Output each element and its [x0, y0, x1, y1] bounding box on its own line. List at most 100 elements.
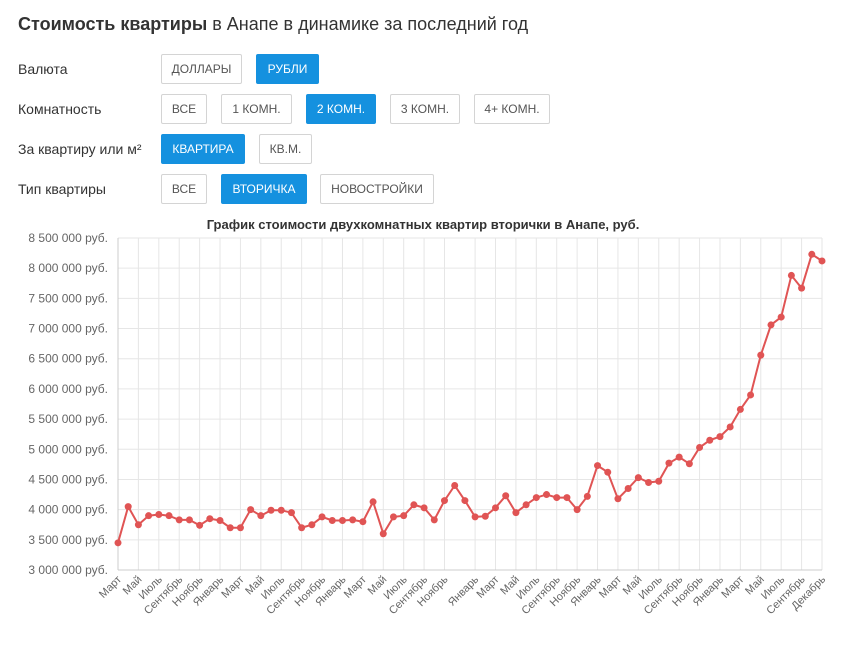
- data-point[interactable]: [777, 313, 785, 321]
- rooms-2-button[interactable]: 2 КОМН.: [306, 94, 376, 124]
- data-point[interactable]: [624, 485, 632, 493]
- type-all-button[interactable]: ВСЕ: [161, 174, 207, 204]
- data-point[interactable]: [185, 516, 193, 524]
- y-tick-label: 3 500 000 руб.: [28, 533, 108, 547]
- data-point[interactable]: [359, 518, 367, 526]
- data-point[interactable]: [318, 513, 326, 521]
- data-point[interactable]: [155, 510, 163, 518]
- y-tick-label: 8 000 000 руб.: [28, 261, 108, 275]
- data-point[interactable]: [583, 492, 591, 500]
- data-point[interactable]: [471, 513, 479, 521]
- data-point[interactable]: [461, 497, 469, 505]
- data-point[interactable]: [165, 512, 173, 520]
- y-tick-label: 7 000 000 руб.: [28, 322, 108, 336]
- rooms-1-button[interactable]: 1 КОМН.: [221, 94, 292, 124]
- data-point[interactable]: [655, 477, 663, 485]
- data-point[interactable]: [594, 462, 602, 470]
- data-point[interactable]: [226, 524, 234, 532]
- data-point[interactable]: [736, 405, 744, 413]
- data-point[interactable]: [206, 515, 214, 523]
- data-point[interactable]: [787, 271, 795, 279]
- data-point[interactable]: [379, 530, 387, 538]
- data-point[interactable]: [124, 503, 132, 511]
- filter-unit-label: За квартиру или м²: [18, 141, 142, 157]
- data-point[interactable]: [145, 512, 153, 520]
- data-point[interactable]: [247, 506, 255, 514]
- data-point[interactable]: [634, 474, 642, 482]
- unit-apartment-button[interactable]: КВАРТИРА: [161, 134, 245, 164]
- data-point[interactable]: [512, 509, 520, 517]
- unit-sqm-button[interactable]: КВ.М.: [259, 134, 312, 164]
- data-point[interactable]: [706, 436, 714, 444]
- data-point[interactable]: [767, 321, 775, 329]
- filter-currency-label: Валюта: [18, 61, 68, 77]
- data-point[interactable]: [298, 524, 306, 532]
- data-point[interactable]: [716, 433, 724, 441]
- data-point[interactable]: [287, 509, 295, 517]
- type-secondary-button[interactable]: ВТОРИЧКА: [221, 174, 307, 204]
- data-point[interactable]: [114, 539, 122, 547]
- data-point[interactable]: [665, 459, 673, 467]
- data-point[interactable]: [440, 497, 448, 505]
- data-point[interactable]: [685, 460, 693, 468]
- currency-dollars-button[interactable]: ДОЛЛАРЫ: [161, 54, 242, 84]
- data-point[interactable]: [308, 521, 316, 529]
- data-point[interactable]: [747, 391, 755, 399]
- data-point[interactable]: [502, 492, 510, 500]
- currency-rubles-button[interactable]: РУБЛИ: [256, 54, 319, 84]
- data-point[interactable]: [481, 512, 489, 520]
- y-tick-label: 3 000 000 руб.: [28, 563, 108, 577]
- data-point[interactable]: [236, 524, 244, 532]
- data-point[interactable]: [614, 495, 622, 503]
- data-point[interactable]: [410, 501, 418, 509]
- data-point[interactable]: [175, 516, 183, 524]
- data-point[interactable]: [563, 494, 571, 502]
- data-point[interactable]: [196, 521, 204, 529]
- data-point[interactable]: [522, 501, 530, 509]
- data-point[interactable]: [338, 517, 346, 525]
- data-point[interactable]: [134, 521, 142, 529]
- type-new-buildings-button[interactable]: НОВОСТРОЙКИ: [320, 174, 434, 204]
- data-point[interactable]: [573, 506, 581, 514]
- data-point[interactable]: [798, 284, 806, 292]
- data-point[interactable]: [400, 512, 408, 520]
- y-tick-label: 4 500 000 руб.: [28, 472, 108, 486]
- data-point[interactable]: [369, 498, 377, 506]
- y-tick-label: 7 500 000 руб.: [28, 291, 108, 305]
- data-point[interactable]: [757, 351, 765, 359]
- data-point[interactable]: [257, 512, 265, 520]
- data-point[interactable]: [277, 506, 285, 514]
- data-point[interactable]: [328, 517, 336, 525]
- y-tick-label: 5 500 000 руб.: [28, 412, 108, 426]
- price-series-line: [117, 252, 823, 544]
- data-point[interactable]: [808, 250, 816, 258]
- y-tick-label: 4 000 000 руб.: [28, 503, 108, 517]
- data-point[interactable]: [451, 481, 459, 489]
- y-tick-label: 6 500 000 руб.: [28, 352, 108, 366]
- data-point[interactable]: [543, 491, 551, 499]
- data-point[interactable]: [389, 513, 397, 521]
- filter-rooms-label: Комнатность: [18, 101, 102, 117]
- x-tick-label: Март: [475, 574, 502, 601]
- page-title: Стоимость квартиры в Анапе в динамике за…: [18, 14, 528, 35]
- page-title-bold: Стоимость квартиры: [18, 14, 208, 34]
- rooms-3-button[interactable]: 3 КОМН.: [390, 94, 460, 124]
- data-point[interactable]: [553, 494, 561, 502]
- filter-type-label: Тип квартиры: [18, 181, 106, 197]
- data-point[interactable]: [430, 516, 438, 524]
- data-point[interactable]: [532, 494, 540, 502]
- data-point[interactable]: [420, 504, 428, 512]
- data-point[interactable]: [645, 478, 653, 486]
- data-point[interactable]: [604, 468, 612, 476]
- data-point[interactable]: [216, 517, 224, 525]
- data-point[interactable]: [492, 504, 500, 512]
- data-point[interactable]: [726, 423, 734, 431]
- rooms-4plus-button[interactable]: 4+ КОМН.: [474, 94, 550, 124]
- data-point[interactable]: [696, 443, 704, 451]
- data-point[interactable]: [349, 516, 357, 524]
- rooms-all-button[interactable]: ВСЕ: [161, 94, 207, 124]
- data-point[interactable]: [818, 257, 826, 265]
- data-point[interactable]: [267, 506, 275, 514]
- data-point[interactable]: [675, 453, 683, 461]
- y-tick-label: 5 000 000 руб.: [28, 442, 108, 456]
